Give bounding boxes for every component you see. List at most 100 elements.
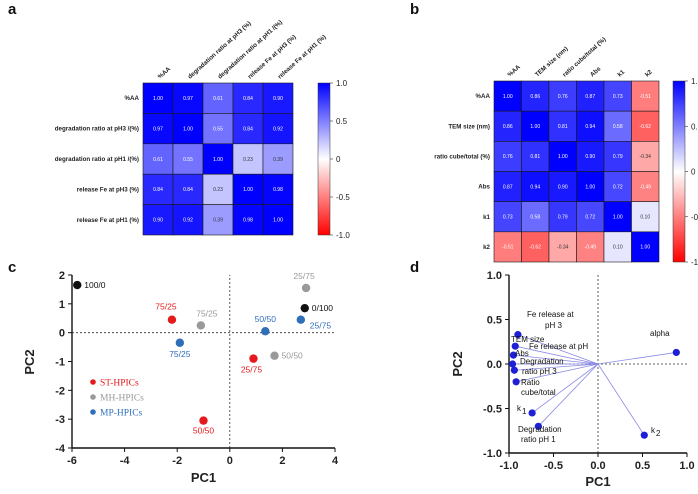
heat-b-colorbar-label-4: -1.0 — [691, 258, 698, 267]
d-loading-line-2 — [513, 354, 599, 365]
c-point-label-1: 0/100 — [312, 303, 334, 313]
heat-b-row-label-5: k2 — [483, 244, 490, 251]
heat-a-cell-value-2-2: 1.00 — [213, 157, 223, 163]
c-point-4 — [199, 416, 208, 425]
heat-b-row-label-4: k1 — [483, 214, 490, 221]
heat-a-cell-value-2-1: 0.55 — [183, 157, 193, 163]
heat-b-col-label-0: %AA — [506, 63, 522, 78]
heat-a-cell-1-4 — [262, 113, 294, 145]
heat-a-row-label-4: release Fe at pH1 (%) — [77, 217, 139, 224]
d-label-ratio-l2: cube/total — [521, 388, 556, 397]
heat-a-cell-value-1-0: 0.97 — [153, 126, 163, 132]
heat-a-cell-value-0-3: 0.84 — [243, 96, 253, 102]
d-loading-point-5 — [512, 378, 520, 386]
panel-label-a: a — [8, 1, 17, 18]
heat-a-colorbar-label-4: -1.0 — [336, 231, 350, 240]
heat-b-cell-value-1-5: -0.62 — [640, 124, 652, 130]
heat-b-col-label-3: Abs — [589, 65, 603, 78]
heat-b-cell-value-4-1: 0.58 — [530, 215, 540, 221]
c-point-6 — [301, 283, 311, 293]
heat-a-cell-value-4-0: 0.90 — [153, 218, 163, 224]
d-label-k2-sub: 2 — [656, 429, 661, 438]
d-loading-line-8 — [597, 352, 677, 365]
heat-a-cell-4-0 — [142, 204, 174, 236]
heat-b-cell-value-3-1: 0.94 — [530, 184, 540, 190]
heat-b-cell-value-2-4: 0.79 — [613, 154, 623, 160]
heatmap-a: 1.00 0.97 0.61 0.84 0.90%AA0.97 1.00 0.55 0.84 0… — [55, 19, 351, 240]
c-ytick-label-0: -4 — [55, 443, 66, 455]
c-ytick-label-3: -1 — [55, 357, 65, 369]
heat-b-cell-3-5 — [631, 171, 660, 202]
heat-b-cell-value-5-4: 0.10 — [613, 245, 623, 251]
heat-a-cell-value-3-1: 0.84 — [183, 187, 193, 193]
heat-a-cell-4-2 — [202, 204, 234, 236]
heat-b-row-label-1: TEM size (nm) — [448, 123, 490, 130]
heat-b-cell-value-3-0: 0.87 — [503, 184, 513, 190]
heat-a-cell-2-3 — [232, 143, 264, 175]
d-loading-line-6 — [531, 363, 599, 414]
c-legend-marker-1 — [90, 394, 96, 400]
c-legend-label-1: MH-HPICs — [100, 394, 144, 404]
d-loading-point-0 — [514, 331, 522, 339]
heat-b-cell-value-4-2: 0.79 — [558, 215, 568, 221]
heat-b-cell-value-0-4: 0.73 — [613, 94, 623, 100]
heat-a-cell-value-0-4: 0.90 — [273, 96, 283, 102]
heat-b-cell-2-0 — [493, 141, 522, 172]
c-ytick-label-1: -3 — [55, 414, 65, 426]
d-loading-line-1 — [515, 345, 599, 365]
heat-a-cell-3-4 — [262, 173, 294, 205]
heat-a-cell-value-4-1: 0.92 — [183, 218, 193, 224]
heat-b-cell-value-4-4: 1.00 — [613, 215, 623, 221]
heat-b-cell-value-2-5: -0.34 — [640, 154, 652, 160]
heat-a-cell-value-2-3: 0.23 — [243, 157, 253, 163]
d-label-abs: Abs — [515, 349, 529, 358]
heat-a-cell-value-3-2: 0.23 — [213, 187, 223, 193]
heat-a-cell-value-0-1: 0.97 — [183, 96, 193, 102]
heat-a-cell-value-1-1: 1.00 — [183, 126, 193, 132]
heat-a-cell-3-3 — [232, 173, 264, 205]
heat-b-cell-5-1 — [521, 231, 550, 263]
d-label-fe-ph3-l2: pH 3 — [545, 321, 562, 330]
heat-a-cell-value-4-3: 0.98 — [243, 218, 253, 224]
c-legend-marker-2 — [90, 409, 96, 415]
panel-label-c: c — [8, 259, 16, 276]
heat-b-cell-value-5-1: -0.62 — [530, 245, 542, 251]
heat-a-colorbar — [317, 82, 331, 236]
heat-b-cell-1-2 — [548, 110, 577, 142]
c-point-1 — [300, 303, 309, 313]
heat-b-cell-4-4 — [603, 201, 632, 233]
heat-b-cell-5-5 — [631, 231, 660, 263]
c-xtick-label-0: -6 — [67, 455, 77, 467]
heat-b-cell-2-5 — [631, 141, 660, 172]
heat-a-cell-4-1 — [172, 204, 204, 236]
heat-a-row-label-3: release Fe at pH3 (%) — [77, 186, 139, 193]
heat-b-cell-value-0-0: 1.00 — [503, 94, 513, 100]
d-label-k1-sub: 1 — [522, 407, 527, 416]
heat-b-row-label-2: ratio cube/total (%) — [434, 153, 490, 160]
heat-a-colorbar-label-3: -0.5 — [336, 193, 350, 202]
heat-a-cell-value-4-4: 1.00 — [273, 218, 283, 224]
heat-a-cell-2-1 — [172, 143, 204, 175]
heat-a-col-label-0: %AA — [157, 65, 173, 80]
heat-b-cell-5-0 — [493, 231, 522, 263]
c-point-0 — [73, 280, 82, 290]
c-xtick-label-2: -2 — [172, 455, 182, 467]
d-label-deg-ph3-l2: ratio pH 3 — [522, 367, 557, 376]
c-legend-marker-0 — [90, 379, 96, 385]
c-point-5 — [196, 321, 206, 330]
heat-b-cell-value-2-2: 1.00 — [558, 154, 568, 160]
d-loading-line-0 — [517, 334, 599, 365]
c-point-3 — [249, 354, 258, 363]
c-xtick-label-1: -4 — [120, 455, 131, 467]
c-legend-label-2: MP-HPICs — [100, 409, 143, 419]
c-point-label-0: 100/0 — [84, 280, 106, 290]
heat-b-cell-value-0-5: -0.51 — [640, 94, 652, 100]
heat-a-cell-3-0 — [142, 173, 174, 205]
heat-b-cell-2-3 — [576, 141, 605, 172]
heat-b-cell-value-4-5: 0.10 — [640, 215, 650, 221]
heat-a-cell-1-0 — [142, 113, 174, 145]
scatter-c: -6 -4 -2 0 2 4-4-3-2-1012PC1PC2100/00/10075/2… — [22, 270, 339, 485]
c-point-8 — [175, 338, 185, 347]
heat-b-cell-4-5 — [631, 201, 660, 233]
d-loading-point-7 — [534, 422, 542, 430]
